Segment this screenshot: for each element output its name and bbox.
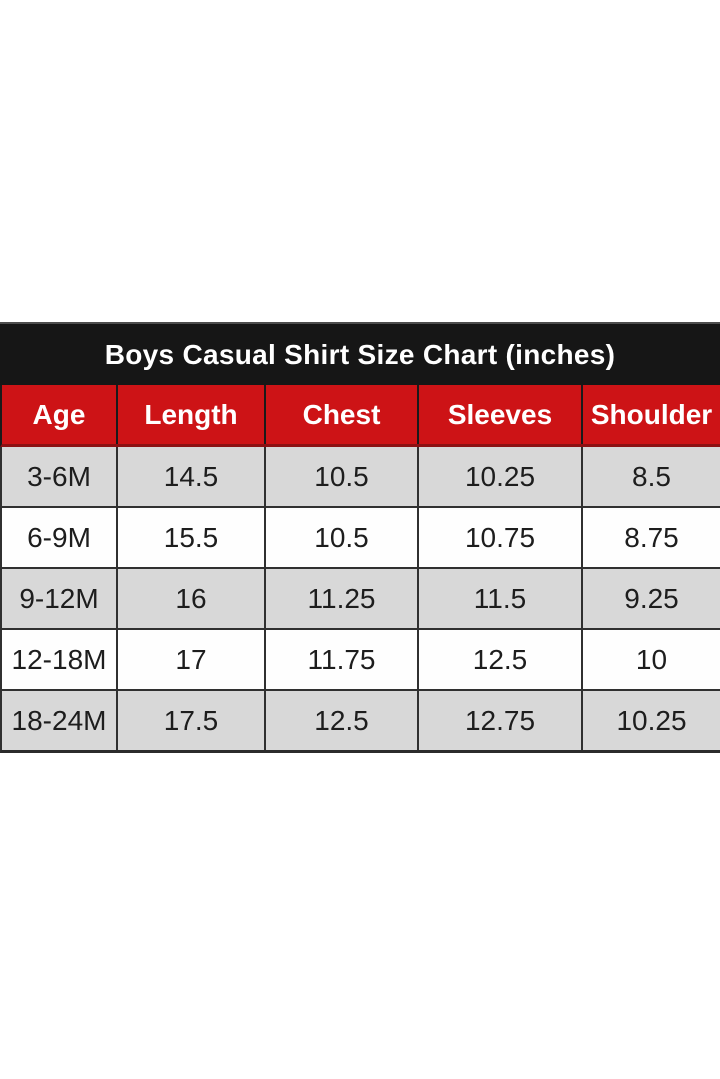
column-header-shoulder: Shoulder [581, 385, 720, 444]
table-cell: 10.5 [264, 508, 417, 567]
table-cell: 16 [116, 569, 264, 628]
row-label-age: 18-24M [11, 704, 107, 736]
table-cell: 12.5 [417, 630, 581, 689]
table-row: 6-9M 15.5 10.5 10.75 8.75 [0, 508, 720, 569]
row-label-age: 6-9M [27, 521, 91, 553]
size-chart-table: Boys Casual Shirt Size Chart (inches) Ag… [0, 322, 720, 753]
table-row: 12-18M 17 11.75 12.5 10 [0, 630, 720, 691]
table-cell: 12.75 [417, 691, 581, 750]
column-header-chest: Chest [264, 385, 417, 444]
table-cell: 12.5 [264, 691, 417, 750]
row-label-age: 9-12M [19, 582, 99, 614]
table-cell: 11.25 [264, 569, 417, 628]
row-label-age: 3-6M [27, 460, 91, 492]
header-row: Age Length Chest Sleeves Shoulder [0, 385, 720, 447]
table-cell: 8.75 [581, 508, 720, 567]
table-cell: 10.25 [417, 447, 581, 506]
table-row: 3-6M 14.5 10.5 10.25 8.5 [0, 447, 720, 508]
table-cell: 14.5 [116, 447, 264, 506]
table-cell: 11.5 [417, 569, 581, 628]
chart-title: Boys Casual Shirt Size Chart (inches) [104, 338, 616, 370]
column-header-length: Length [116, 385, 264, 444]
table-cell: 8.5 [581, 447, 720, 506]
table-row: 18-24M 17.5 12.5 12.75 10.25 [0, 691, 720, 753]
table-cell: 9.25 [581, 569, 720, 628]
table-cell: 10.5 [264, 447, 417, 506]
table-row: 9-12M 16 11.25 11.5 9.25 [0, 569, 720, 630]
table-cell: 10.75 [417, 508, 581, 567]
table-cell: 10 [581, 630, 720, 689]
table-cell: 15.5 [116, 508, 264, 567]
column-header-sleeves: Sleeves [417, 385, 581, 444]
column-header-age: Age [32, 398, 86, 430]
table-cell: 11.75 [264, 630, 417, 689]
table-cell: 10.25 [581, 691, 720, 750]
table-cell: 17.5 [116, 691, 264, 750]
chart-title-bar: Boys Casual Shirt Size Chart (inches) [0, 322, 720, 385]
row-label-age: 12-18M [11, 643, 107, 675]
table-cell: 17 [116, 630, 264, 689]
